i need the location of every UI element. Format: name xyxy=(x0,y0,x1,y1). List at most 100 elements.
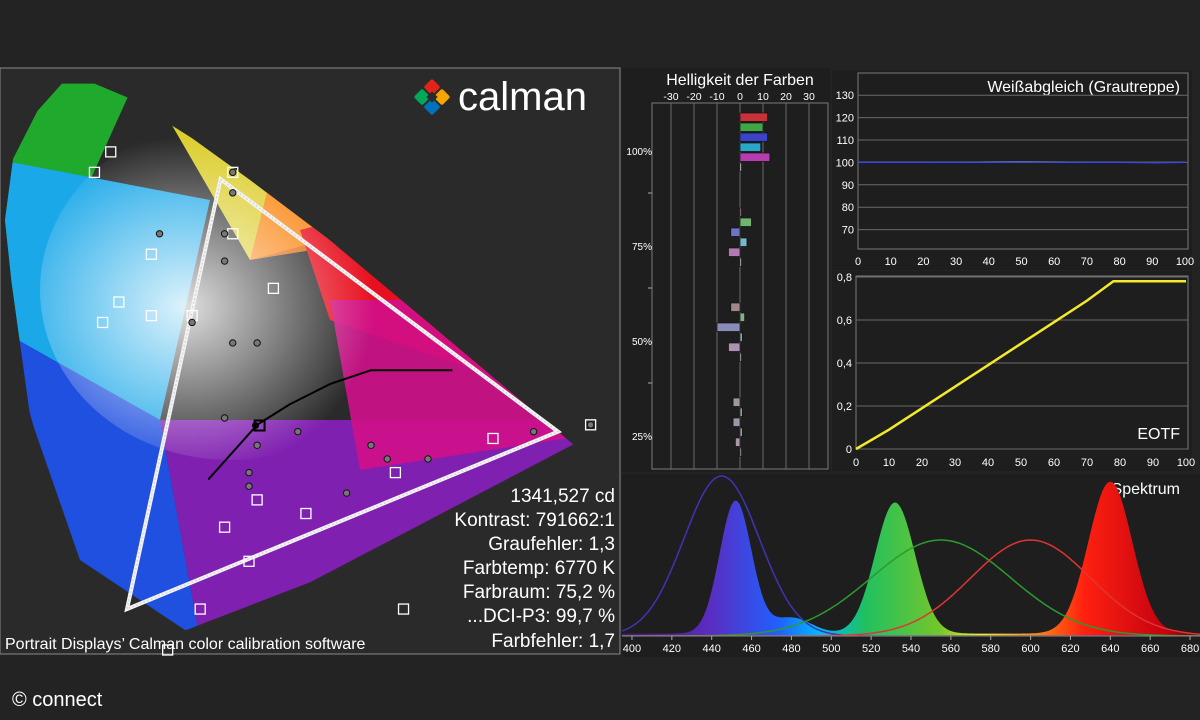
cie-measured-marker xyxy=(245,468,253,477)
cie-target-marker xyxy=(88,166,101,179)
cie-target-marker xyxy=(389,466,402,479)
brightness-bar xyxy=(739,122,764,132)
wb-x-tick: 80 xyxy=(1113,256,1125,268)
cie-target-marker xyxy=(487,432,499,445)
brightness-bar xyxy=(739,407,743,417)
stats-block: 1341,527 cd Kontrast: 791662:1 Graufehle… xyxy=(454,486,615,652)
cie-region-blue xyxy=(5,330,200,640)
wb-y-tick: 110 xyxy=(836,135,854,147)
cie-target-marker xyxy=(243,555,255,567)
brightness-y-label: 75% xyxy=(632,242,652,253)
brightness-x-tick: 20 xyxy=(780,91,792,103)
wb-y-tick: 120 xyxy=(836,113,854,125)
cie-measured-marker xyxy=(424,455,432,463)
spectrum-x-tick: 460 xyxy=(742,643,760,655)
spectrum-x-tick: 680 xyxy=(1181,643,1199,655)
gamut-target-triangle xyxy=(124,175,563,613)
wb-plot-frame xyxy=(857,72,1189,250)
cie-target-marker xyxy=(96,316,109,329)
brightness-bar xyxy=(739,352,742,362)
eotf-x-tick: 70 xyxy=(1081,457,1093,469)
cie-target-marker xyxy=(267,282,280,295)
stat-dci-p3: ...DCI-P3: 99,7 % xyxy=(467,606,615,627)
wb-x-tick: 100 xyxy=(1176,256,1194,268)
spectrum-x-tick: 580 xyxy=(982,643,1000,655)
brightness-bar xyxy=(739,112,768,122)
wb-x-tick: 30 xyxy=(950,256,962,268)
logo-red-square xyxy=(424,79,440,95)
brightness-bar xyxy=(739,237,748,247)
brightness-bar xyxy=(739,257,742,267)
brightness-x-tick: -10 xyxy=(709,91,724,103)
cie-target-markers xyxy=(88,146,597,656)
cie-target-marker xyxy=(145,309,158,322)
planckian-locus xyxy=(207,369,453,481)
brightness-bar xyxy=(739,162,742,172)
cie-measured-marker xyxy=(229,168,237,177)
brightness-title: Helligkeit der Farben xyxy=(666,72,814,89)
eotf-y-tick: 0,8 xyxy=(837,272,852,284)
spectrum-response-curve xyxy=(622,475,1200,636)
spectrum-x-tick: 480 xyxy=(782,643,800,655)
spectrum-title: Spektrum xyxy=(1112,481,1180,498)
copyright-text: © connect xyxy=(12,689,103,711)
cie-target-marker xyxy=(218,521,231,533)
brightness-bars xyxy=(716,112,771,457)
cie-region-purple xyxy=(160,420,603,640)
cie-measured-marker xyxy=(529,427,538,436)
brightness-x-tick: -20 xyxy=(686,91,701,103)
stat-gray-error: Graufehler: 1,3 xyxy=(488,534,615,555)
cie-target-marker xyxy=(251,494,263,506)
brightness-bar xyxy=(739,132,768,142)
brightness-bar xyxy=(730,227,741,237)
wb-x-tick: 10 xyxy=(885,256,897,268)
spectrum-response-curve xyxy=(622,539,1200,636)
cie-measured-marker xyxy=(220,230,229,238)
cie-measured-marker xyxy=(367,441,375,449)
cie-measured-marker xyxy=(294,427,302,436)
eotf-series-lines xyxy=(855,280,1186,451)
brightness-bar xyxy=(728,342,741,352)
brightness-bar xyxy=(739,332,743,342)
wb-x-ticks: 0 10 20 30 40 50 60 70 80 90 100 xyxy=(855,256,1194,268)
brightness-bg xyxy=(622,68,830,472)
cie-measured-marker xyxy=(253,339,261,347)
brightness-bar xyxy=(739,312,745,322)
spectrum-x-tick: 600 xyxy=(1021,643,1039,655)
brightness-bar xyxy=(739,217,752,227)
brightness-bar xyxy=(739,427,743,437)
spectrum-chart: Spektrum 400 420 440 460 480 500 520 540 560 580 6… xyxy=(622,474,1200,657)
eotf-x-tick: 40 xyxy=(982,457,994,469)
eotf-y-tick: 0,6 xyxy=(837,315,852,327)
brightness-bar xyxy=(732,417,741,427)
logo-wordmark: calman xyxy=(458,75,587,119)
wb-x-tick: 50 xyxy=(1015,256,1027,268)
spectrum-response-curves xyxy=(622,475,1200,636)
brightness-x-tick: 10 xyxy=(757,91,769,103)
logo-orange-square xyxy=(434,89,450,105)
wb-y-tick: 100 xyxy=(836,157,854,169)
spectrum-x-tick: 520 xyxy=(862,643,880,655)
eotf-x-ticks: 0 10 20 30 40 50 60 70 80 90 100 xyxy=(853,457,1195,469)
eotf-x-tick: 100 xyxy=(1177,457,1195,469)
eotf-chart: EOTF 0 0,2 0,4 0,6 0,8 0 10 20 30 40 50 60 70 80 90 10… xyxy=(832,271,1195,471)
cie-diagram: calman 1341,527 cd Kontrast: 791662:1 Gr… xyxy=(0,67,621,656)
cie-target-marker xyxy=(584,419,597,431)
eotf-x-tick: 30 xyxy=(949,457,961,469)
white-balance-chart: Weißabgleich (Grautreppe) 70809010011012… xyxy=(832,70,1194,270)
brightness-x-ticks: -30 -20 -10 0 10 20 30 xyxy=(663,91,815,103)
cie-measured-marker xyxy=(188,318,196,327)
cie-target-marker xyxy=(300,507,312,520)
brightness-bar xyxy=(739,447,742,457)
logo-blue-square xyxy=(424,99,440,115)
eotf-y-tick: 0,2 xyxy=(837,401,852,413)
wb-y-ticks: 70 80 90 100 110 120 130 xyxy=(836,90,854,236)
brightness-bar xyxy=(739,207,742,217)
cie-target-marker xyxy=(397,603,410,615)
eotf-y-tick: 0,4 xyxy=(837,358,852,370)
spectrum-emission-fill xyxy=(622,481,1200,636)
cie-measured-marker xyxy=(342,489,351,497)
eotf-y-ticks: 0 0,2 0,4 0,6 0,8 xyxy=(837,272,852,456)
brightness-chart: Helligkeit der Farben -30 -20 -10 0 10 20 30 1… xyxy=(622,68,830,479)
brightness-bar xyxy=(728,247,741,257)
